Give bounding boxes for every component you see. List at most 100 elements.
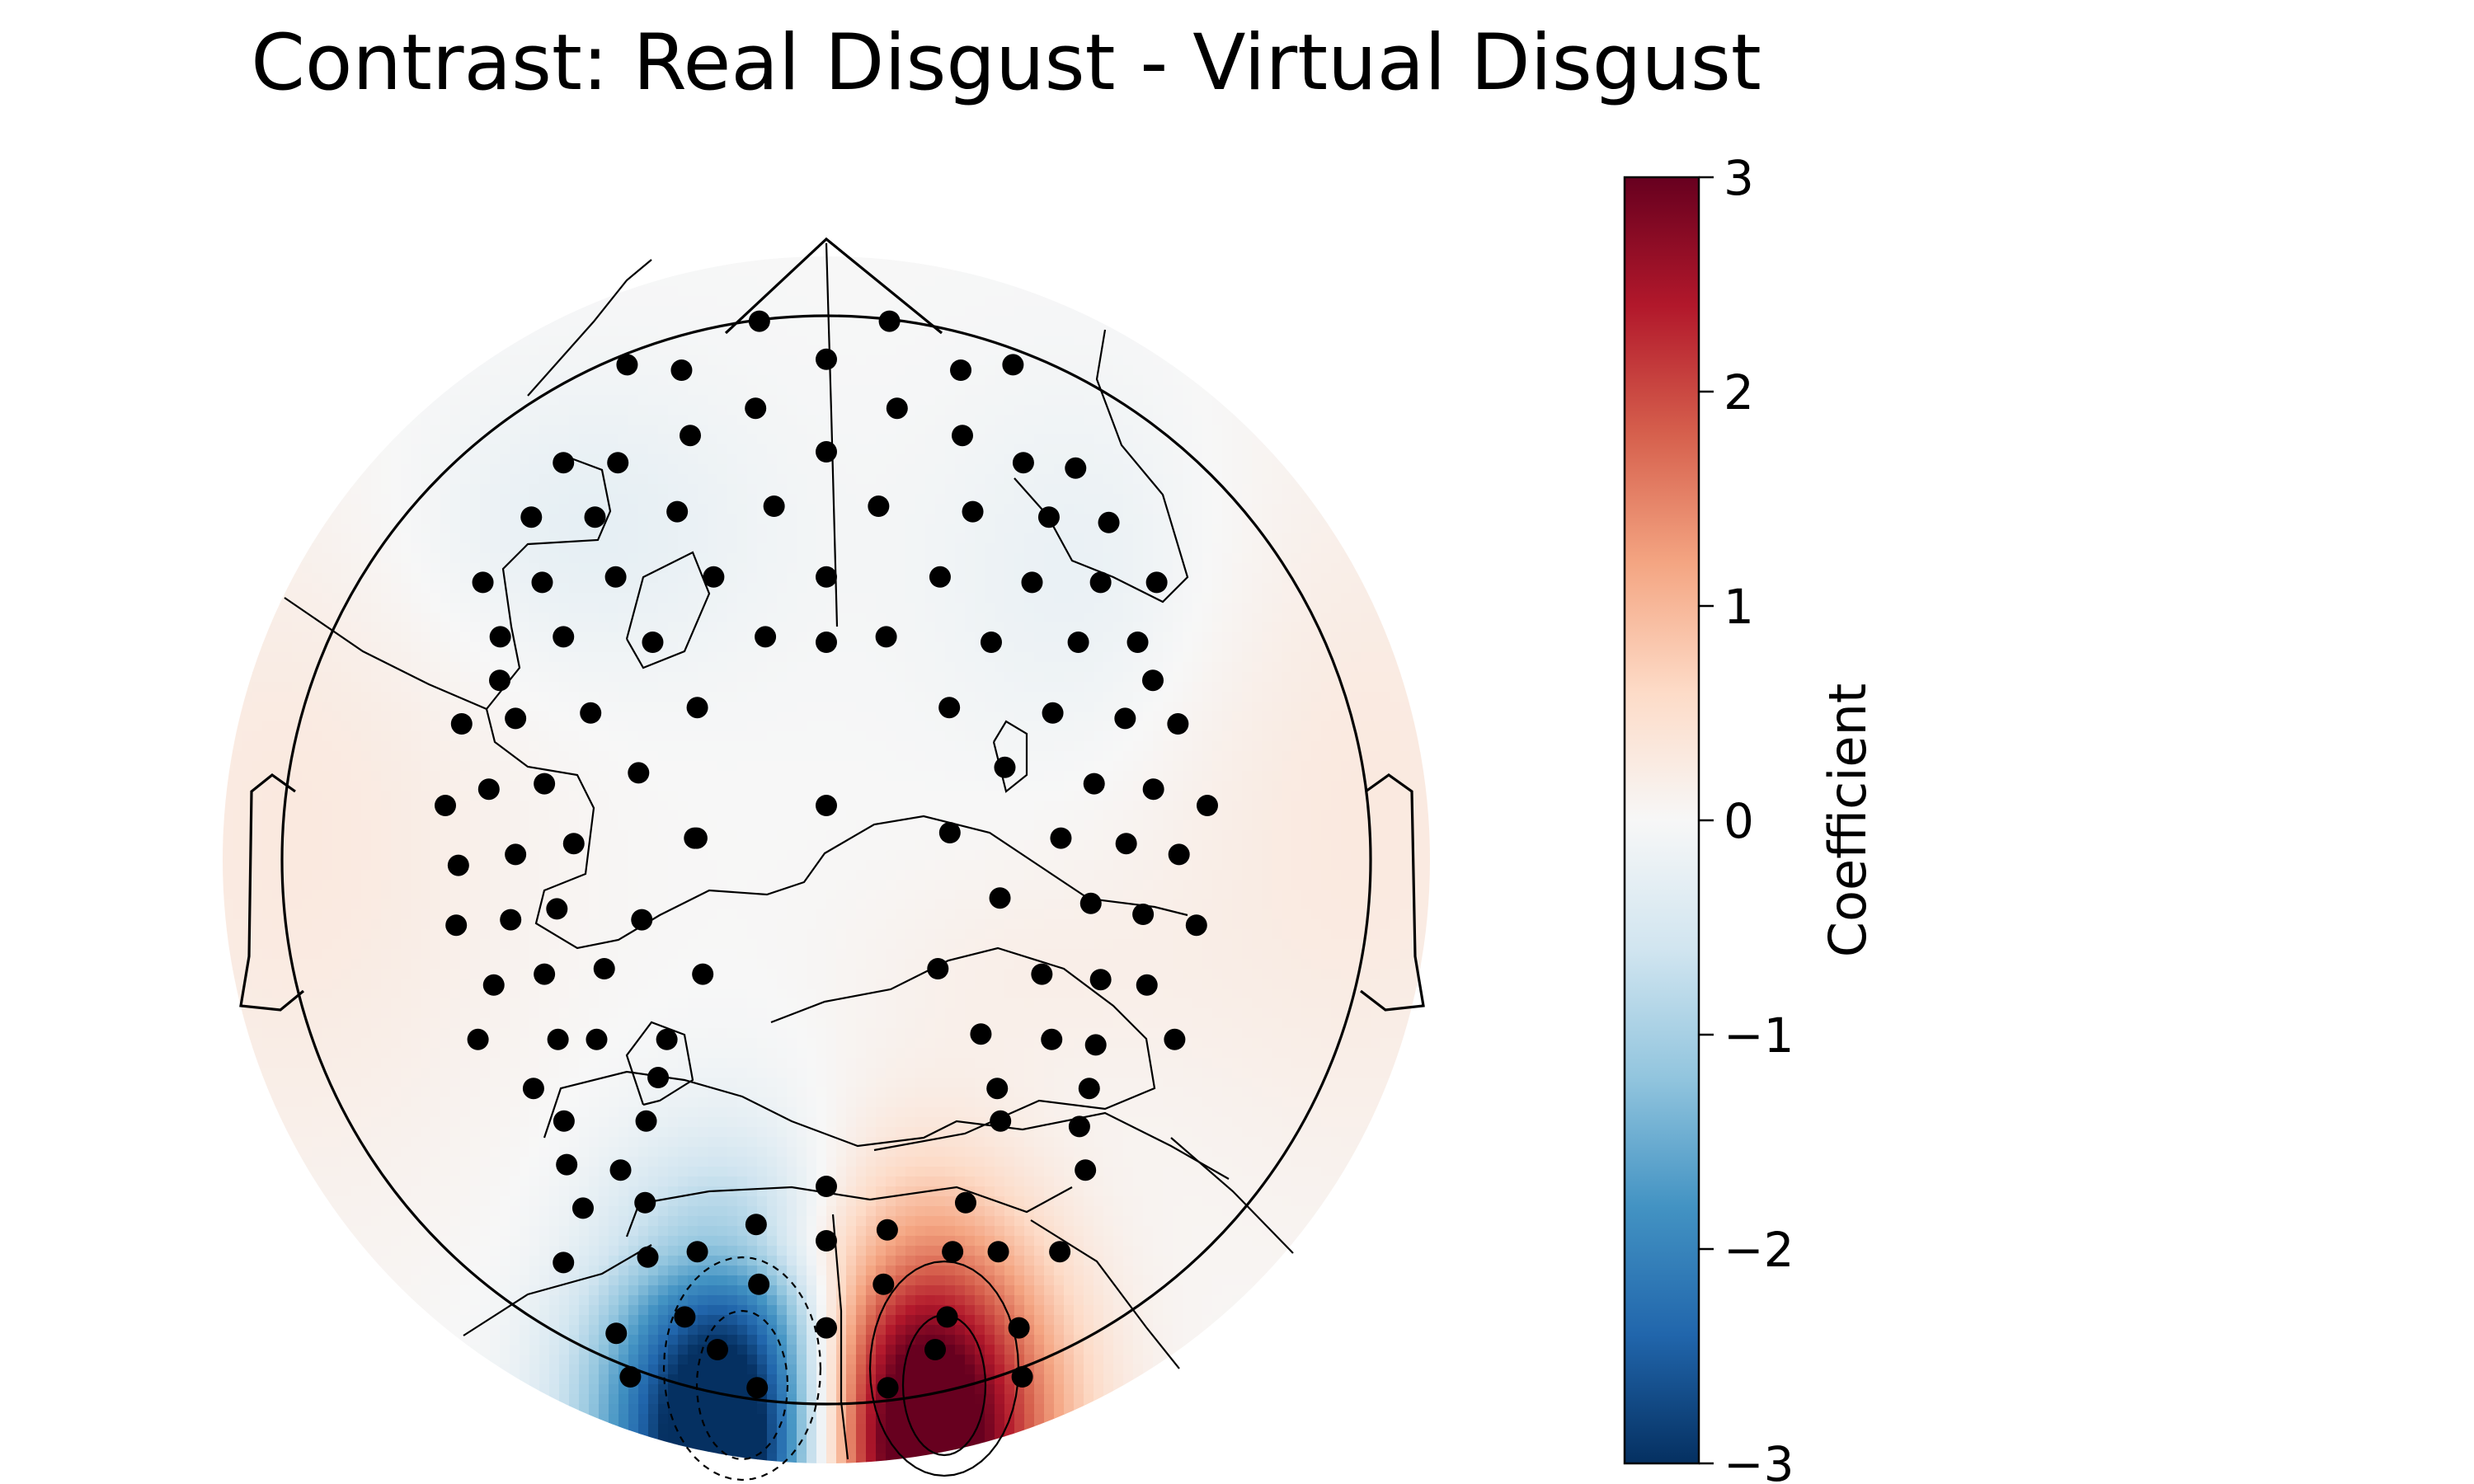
heatmap-cell	[1153, 761, 1164, 772]
heatmap-cell	[1311, 761, 1322, 772]
heatmap-cell	[490, 345, 501, 356]
heatmap-cell	[638, 395, 649, 406]
heatmap-cell	[737, 256, 748, 267]
heatmap-cell	[579, 563, 590, 574]
heatmap-cell	[975, 593, 985, 603]
heatmap-cell	[1153, 692, 1164, 702]
heatmap-cell	[1183, 543, 1193, 554]
heatmap-cell	[1074, 613, 1084, 623]
heatmap-cell	[1183, 573, 1193, 584]
heatmap-cell	[1242, 533, 1253, 544]
heatmap-cell	[668, 533, 679, 544]
heatmap-cell	[787, 721, 797, 732]
heatmap-cell	[1133, 514, 1144, 524]
heatmap-cell	[440, 405, 451, 416]
heatmap-cell	[708, 415, 718, 425]
heatmap-cell	[401, 583, 412, 594]
heatmap-cell	[618, 296, 629, 307]
heatmap-cell	[846, 622, 857, 633]
heatmap-cell	[1272, 454, 1282, 465]
heatmap-cell	[737, 692, 748, 702]
heatmap-cell	[678, 415, 689, 425]
heatmap-cell	[381, 731, 392, 742]
heatmap-cell	[1123, 573, 1134, 584]
heatmap-cell	[440, 484, 451, 495]
heatmap-cell	[401, 425, 412, 435]
heatmap-cell	[490, 652, 501, 663]
heatmap-cell	[341, 711, 352, 722]
heatmap-cell	[233, 771, 243, 782]
heatmap-cell	[559, 415, 570, 425]
heatmap-cell	[520, 731, 530, 742]
heatmap-cell	[1133, 345, 1144, 356]
heatmap-cell	[876, 385, 887, 396]
heatmap-cell	[1291, 504, 1302, 514]
heatmap-cell	[282, 721, 293, 732]
heatmap-cell	[539, 543, 550, 554]
heatmap-cell	[1252, 563, 1263, 574]
heatmap-cell	[272, 622, 283, 633]
heatmap-cell	[777, 573, 788, 584]
heatmap-cell	[480, 474, 491, 485]
heatmap-cell	[905, 692, 916, 702]
heatmap-cell	[549, 721, 560, 732]
heatmap-cell	[223, 761, 233, 772]
heatmap-cell	[1301, 613, 1312, 623]
heatmap-cell	[905, 524, 916, 534]
heatmap-cell	[807, 326, 817, 336]
heatmap-cell	[628, 583, 639, 594]
heatmap-cell	[252, 652, 263, 663]
heatmap-cell	[787, 741, 797, 752]
heatmap-cell	[302, 553, 313, 564]
heatmap-cell	[1202, 543, 1213, 554]
heatmap-cell	[905, 583, 916, 594]
heatmap-cell	[886, 672, 896, 683]
heatmap-cell	[1272, 484, 1282, 495]
heatmap-cell	[807, 731, 817, 742]
heatmap-cell	[599, 613, 609, 623]
heatmap-cell	[975, 306, 985, 317]
heatmap-cell	[1123, 652, 1134, 663]
heatmap-cell	[401, 711, 412, 722]
heatmap-cell	[361, 593, 372, 603]
heatmap-cell	[1262, 731, 1272, 742]
heatmap-cell	[1133, 761, 1144, 772]
heatmap-cell	[1380, 702, 1391, 712]
heatmap-cell	[836, 642, 847, 653]
heatmap-cell	[1173, 504, 1183, 514]
heatmap-cell	[777, 464, 788, 475]
heatmap-cell	[500, 365, 510, 376]
heatmap-cell	[965, 316, 976, 326]
heatmap-cell	[737, 514, 748, 524]
heatmap-cell	[866, 434, 877, 445]
heatmap-cell	[1371, 702, 1381, 712]
heatmap-cell	[836, 365, 847, 376]
heatmap-cell	[787, 474, 797, 485]
heatmap-cell	[470, 484, 481, 495]
heatmap-cell	[1014, 751, 1025, 762]
heatmap-cell	[925, 672, 936, 683]
heatmap-cell	[1054, 355, 1065, 366]
heatmap-cell	[332, 682, 342, 693]
heatmap-cell	[500, 375, 510, 386]
heatmap-cell	[965, 613, 976, 623]
heatmap-cell	[480, 593, 491, 603]
heatmap-cell	[430, 652, 441, 663]
heatmap-cell	[1024, 692, 1035, 702]
heatmap-cell	[1054, 425, 1065, 435]
heatmap-cell	[965, 553, 976, 564]
heatmap-cell	[1024, 434, 1035, 445]
heatmap-cell	[520, 494, 530, 505]
heatmap-cell	[460, 514, 471, 524]
heatmap-cell	[995, 692, 1005, 702]
heatmap-cell	[510, 603, 520, 613]
heatmap-cell	[549, 751, 560, 762]
heatmap-cell	[767, 603, 778, 613]
heatmap-cell	[905, 642, 916, 653]
heatmap-cell	[1272, 593, 1282, 603]
heatmap-cell	[1094, 622, 1104, 633]
heatmap-cell	[391, 692, 402, 702]
heatmap-cell	[807, 632, 817, 643]
heatmap-cell	[1311, 642, 1322, 653]
heatmap-cell	[1123, 613, 1134, 623]
